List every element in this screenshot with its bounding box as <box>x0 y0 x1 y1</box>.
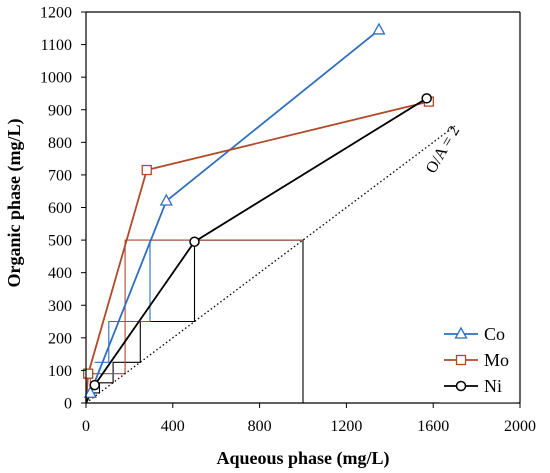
data-point-mo-2 <box>141 164 152 176</box>
y-axis-title: Organic phase (mg/L) <box>4 118 25 287</box>
y-tick-label: 1100 <box>41 37 72 54</box>
legend-label-ni: Ni <box>484 376 502 396</box>
y-tick-label: 700 <box>48 167 72 184</box>
y-tick-label: 1200 <box>40 5 72 22</box>
data-point-ni-1 <box>89 379 100 391</box>
y-tick-label: 100 <box>48 363 72 380</box>
legend-marker-co <box>454 326 468 339</box>
y-tick-label: 600 <box>48 200 72 217</box>
x-axis-title: Aqueous phase (mg/L) <box>216 448 389 469</box>
data-point-co-2 <box>159 193 173 206</box>
x-tick-label: 800 <box>248 418 272 435</box>
legend-marker-mo <box>455 354 467 366</box>
x-tick-label: 1200 <box>330 418 362 435</box>
y-tick-label: 0 <box>64 396 72 413</box>
y-tick-label: 400 <box>48 265 72 282</box>
y-tick-label: 300 <box>48 298 72 315</box>
axes-layer <box>81 11 521 408</box>
tick-labels-layer: 0 400 800 1200 1600 2000 0 100 200 300 400 500 600 70… <box>40 5 536 436</box>
series-layer <box>83 22 435 404</box>
y-tick-label: 800 <box>48 135 72 152</box>
data-point-ni-3 <box>421 93 432 104</box>
operating-line-label: O/A = 2 <box>423 123 464 176</box>
data-point-co-3 <box>372 22 386 35</box>
legend: Co Mo Ni <box>439 317 517 403</box>
x-tick-label: 0 <box>82 418 90 435</box>
operating-line-layer <box>85 125 456 404</box>
data-point-co-1 <box>83 385 97 398</box>
legend-label-co: Co <box>484 324 505 344</box>
y-tick-label: 1000 <box>40 70 72 87</box>
legend-marker-ni <box>455 380 467 392</box>
x-tick-label: 2000 <box>504 418 536 435</box>
operating-line <box>85 125 456 404</box>
x-tick-label: 1600 <box>417 418 449 435</box>
y-tick-label: 500 <box>48 233 72 250</box>
series-line-mo <box>85 100 430 402</box>
series-line-co <box>85 29 380 404</box>
legend-label-mo: Mo <box>484 350 509 370</box>
x-tick-label: 400 <box>161 418 185 435</box>
data-point-mo-1 <box>83 368 94 379</box>
y-tick-label: 900 <box>48 102 72 119</box>
data-point-ni-2 <box>189 236 200 247</box>
y-tick-label: 200 <box>48 330 72 347</box>
